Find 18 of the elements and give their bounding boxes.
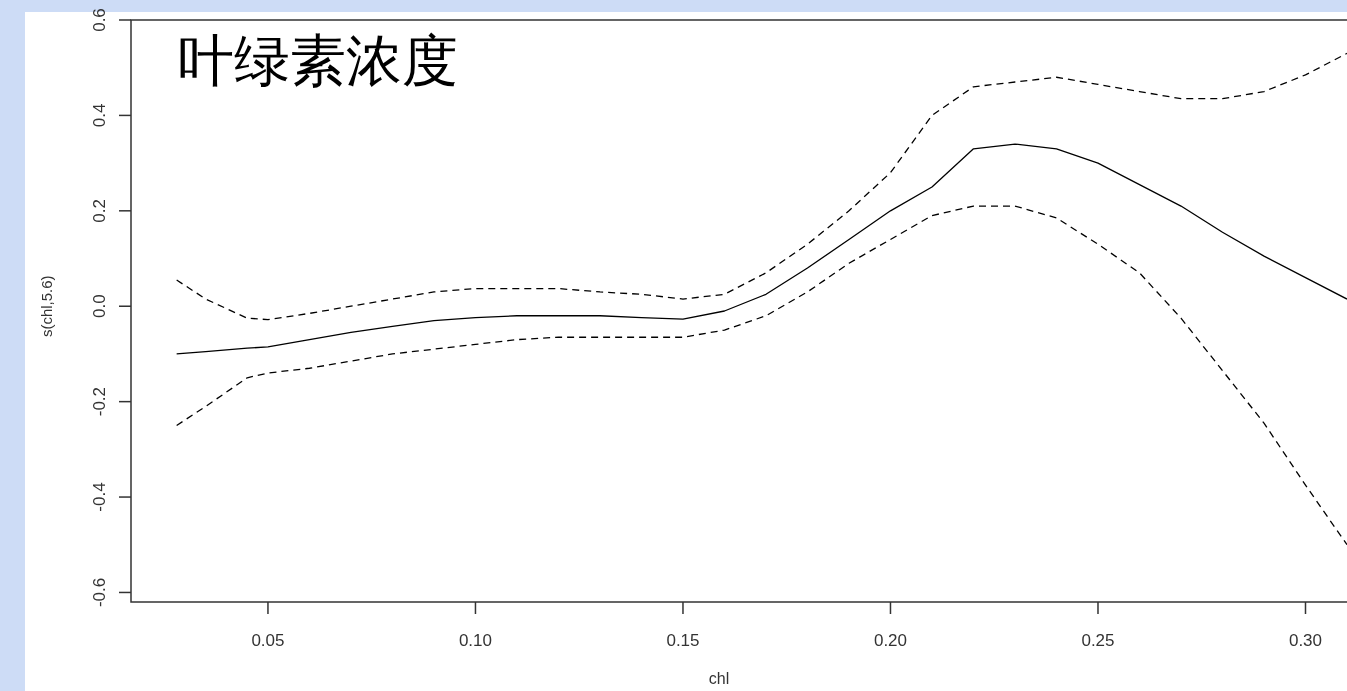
x-tick-label: 0.05 <box>251 631 285 650</box>
x-tick-label: 0.25 <box>1081 631 1115 650</box>
line-series <box>176 143 1347 355</box>
line-series <box>176 205 1347 546</box>
y-tick-label: -0.2 <box>90 386 109 417</box>
x-tick-label: 0.10 <box>458 631 493 650</box>
x-tick-label: 0.20 <box>873 631 908 650</box>
y-tick-label: -0.4 <box>90 482 109 512</box>
y-axis-title: s(chl,5.6) <box>38 275 55 338</box>
y-tick-label: -0.6 <box>90 577 109 608</box>
y-tick-label: 0.0 <box>90 294 109 319</box>
chart-title: 叶绿素浓度 <box>178 28 458 93</box>
x-tick-label: 0.15 <box>666 631 700 650</box>
y-tick-label: 0.2 <box>90 199 109 223</box>
y-tick-label: 0.6 <box>90 8 109 32</box>
x-axis-title: chl <box>708 670 730 687</box>
x-tick-label: 0.30 <box>1288 631 1323 650</box>
y-tick-label: 0.4 <box>90 103 109 128</box>
